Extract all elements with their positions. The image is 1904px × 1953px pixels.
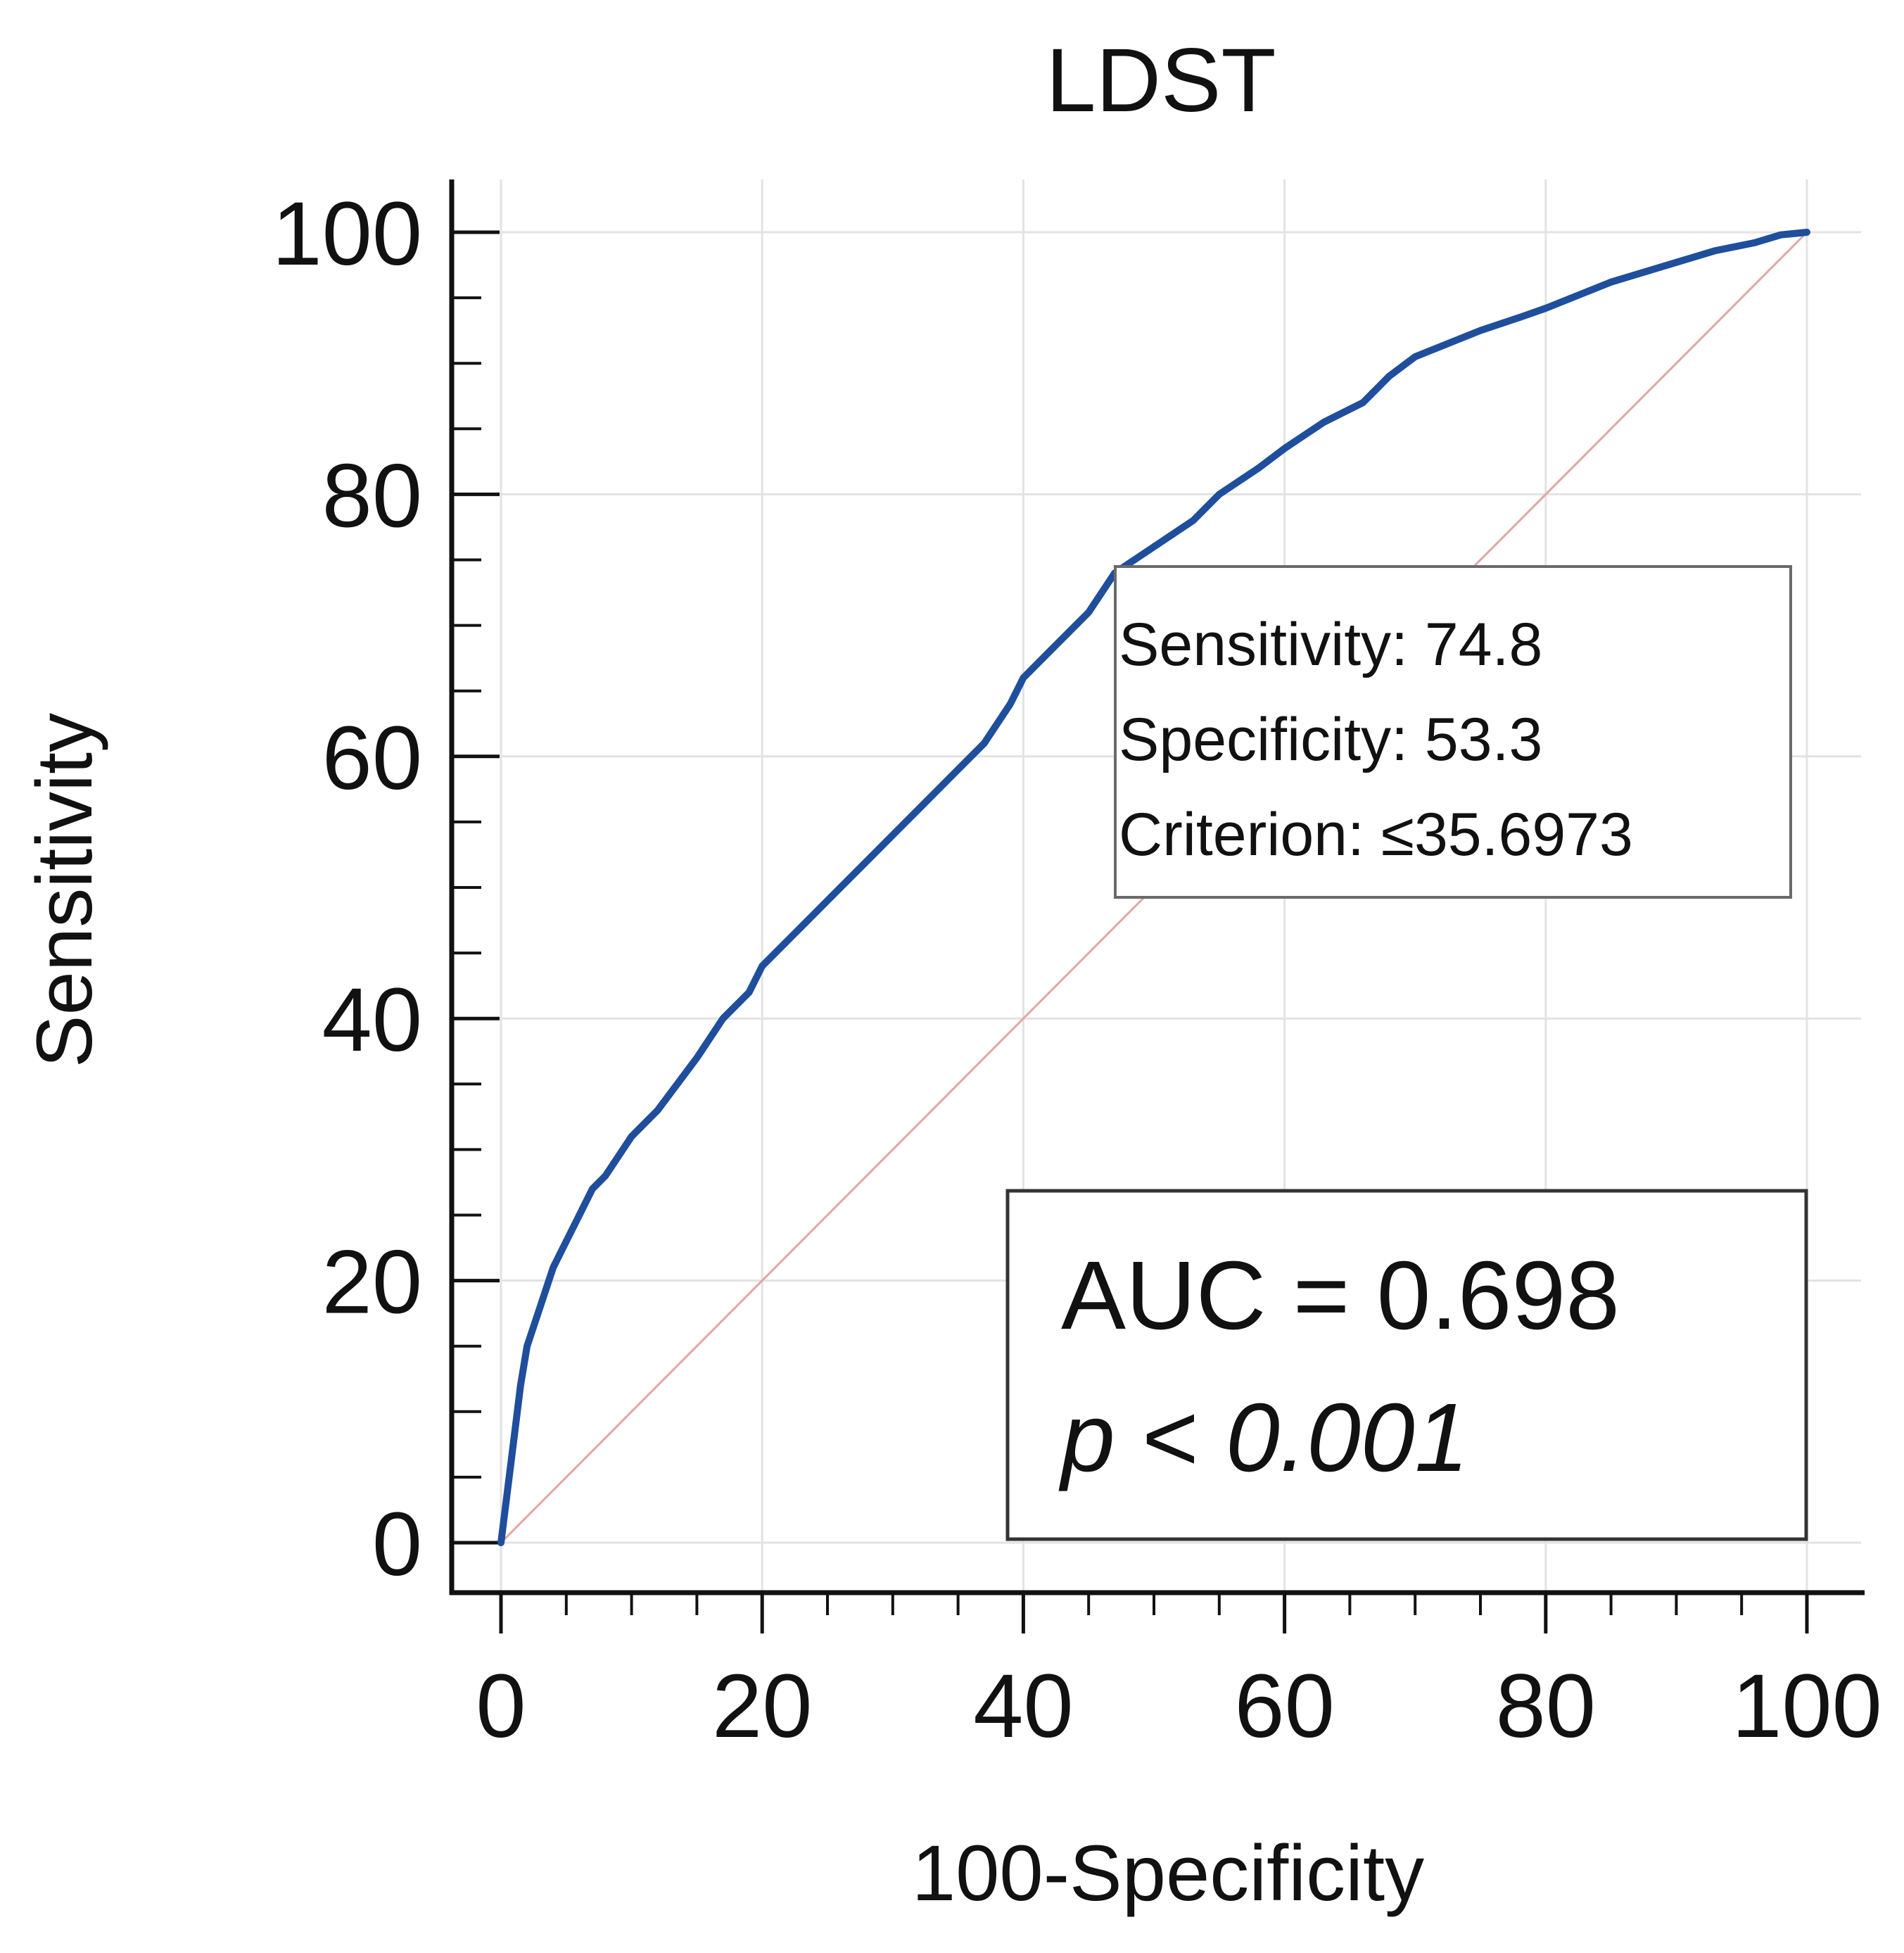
axes [449,179,1865,1595]
y-tick-label: 40 [322,970,422,1070]
x-tick-label: 60 [1234,1656,1334,1757]
p-symbol: p [1058,1384,1115,1492]
p-threshold: 0.001 [1226,1384,1468,1492]
chart-title: LDST [1046,30,1276,131]
criterion-box: Sensitivity: 74.8 Specificity: 53.3 Crit… [1114,565,1792,899]
auc-value: AUC = 0.698 [1061,1241,1620,1350]
p-operator: < [1115,1384,1226,1492]
specificity-readout: Specificity: 53.3 [1119,706,1542,773]
y-tick-label: 20 [322,1232,422,1333]
criterion-box-frame [1114,565,1792,899]
y-tick-label: 60 [322,708,422,809]
x-tick-label: 0 [476,1656,526,1757]
y-tick-label: 100 [272,184,422,284]
y-axis-label: Sensitivity [20,713,108,1068]
x-axis-label: 100-Specificity [912,1829,1424,1917]
p-value-line: p < 0.001 [1058,1384,1468,1492]
minor-ticks [452,230,1809,1633]
auc-box-frame [1005,1189,1808,1541]
y-tick-label: 0 [372,1494,422,1595]
x-tick-label: 80 [1496,1656,1596,1757]
roc-curve [497,229,1810,1546]
auc-box: AUC = 0.698 p < 0.001 [1005,1189,1808,1541]
criterion-readout: Criterion: ≤35.6973 [1119,801,1633,868]
y-tick-label: 80 [322,445,422,546]
x-tick-label: 100 [1732,1656,1882,1757]
tick-labels: 0 20 40 60 80 100 0 20 40 60 80 100 [272,184,1881,1757]
sensitivity-readout: Sensitivity: 74.8 [1119,611,1542,678]
x-tick-label: 40 [973,1656,1073,1757]
x-tick-label: 20 [712,1656,812,1757]
